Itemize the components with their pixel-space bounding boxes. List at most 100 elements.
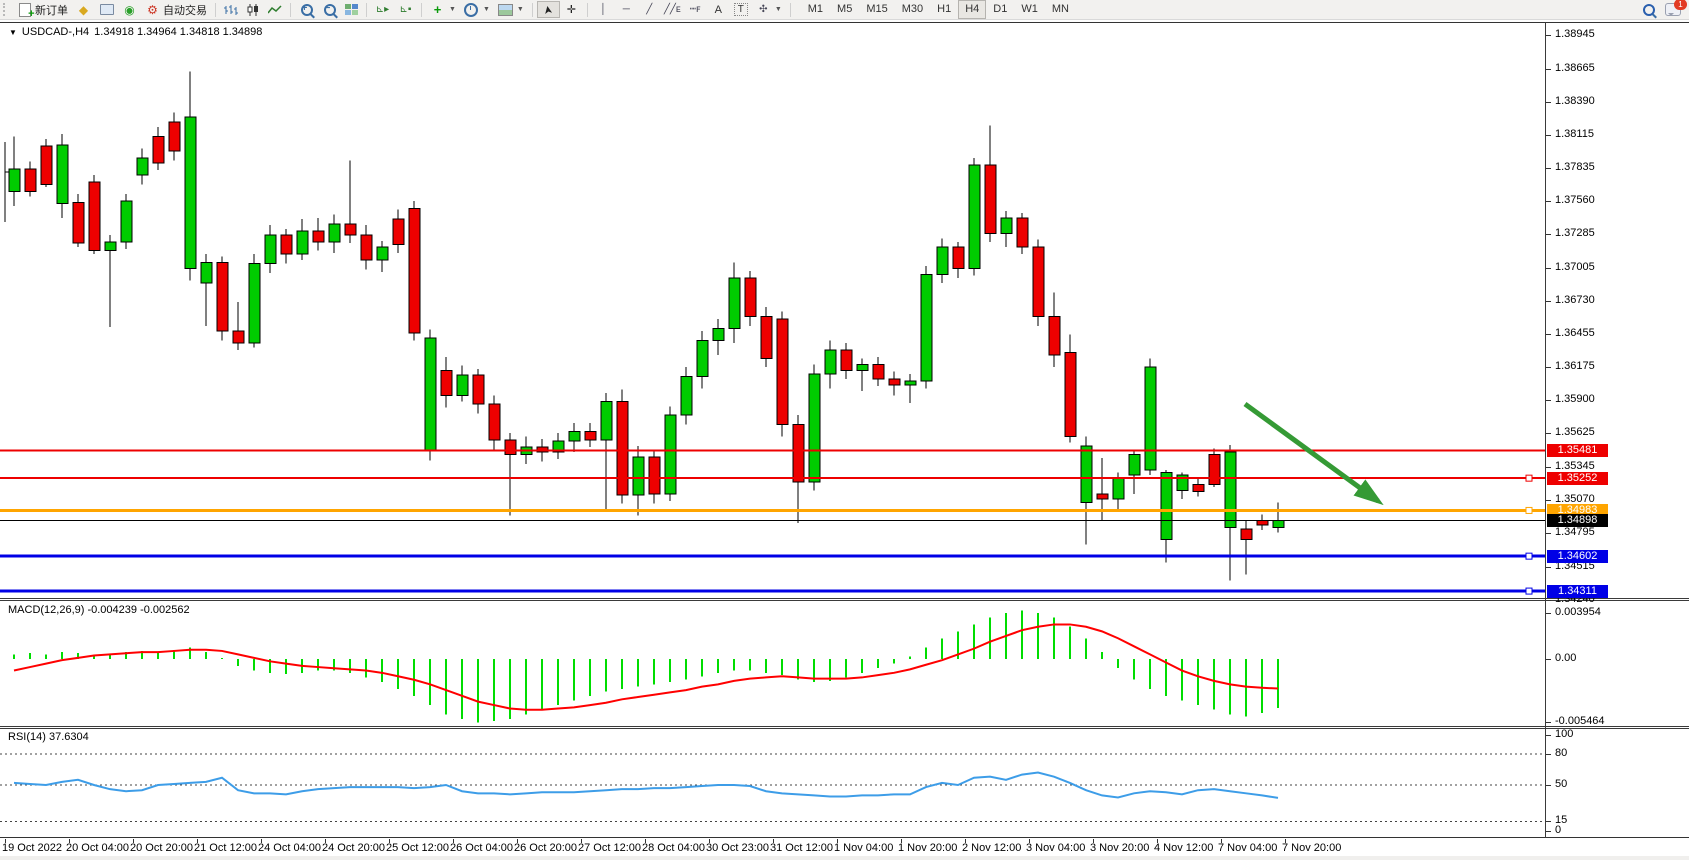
search-icon[interactable] — [1643, 3, 1655, 16]
cursor-tool-button[interactable]: ➤ — [536, 1, 560, 18]
collapse-triangle-icon[interactable]: ▼ — [9, 27, 17, 37]
auto-scroll-icon: ⊾▪ — [399, 3, 412, 15]
vertical-line-tool-button[interactable]: │ — [592, 1, 615, 18]
timeframe-M30[interactable]: M30 — [901, 3, 924, 15]
macd-pane[interactable] — [0, 601, 1545, 726]
timeframe-W1[interactable]: W1 — [1021, 3, 1038, 15]
bottom-strip — [0, 856, 1689, 860]
axis-tick — [1546, 267, 1551, 269]
style-brush-button[interactable]: ◆ — [72, 1, 95, 18]
date-tick-label: 27 Oct 12:00 — [578, 842, 641, 854]
candle-body — [808, 373, 821, 483]
candle-body — [248, 263, 261, 344]
chevron-down-icon: ▼ — [774, 6, 782, 13]
auto-trading-button[interactable]: ⚙ 自动交易 — [141, 1, 211, 18]
candle-body — [56, 144, 69, 205]
candle-body — [1048, 315, 1061, 356]
zoom-out-button[interactable]: − — [318, 1, 341, 18]
zoom-out-icon: − — [323, 3, 336, 16]
candle-body — [504, 439, 517, 455]
toolbar-separator — [586, 2, 588, 17]
timeframe-M15[interactable]: M15 — [866, 3, 888, 15]
price-tick-label: 1.36175 — [1555, 360, 1595, 373]
tile-windows-button[interactable] — [341, 1, 362, 18]
date-axis-tick — [261, 839, 262, 843]
new-order-button[interactable]: 新订单 — [13, 1, 72, 21]
candle-body — [312, 230, 325, 243]
timeframe-MN[interactable]: MN — [1051, 3, 1069, 15]
timeframe-M5[interactable]: M5 — [837, 3, 853, 15]
channel-tool-button[interactable]: ╱╱ᴇ — [661, 1, 684, 18]
candle-body — [664, 414, 677, 495]
add-indicator-button[interactable]: + ▼ — [426, 1, 460, 18]
price-tick-label: 1.35900 — [1555, 393, 1595, 406]
timeframe-toolbar: M1 M5 M15 M30 H1 H4 D1 W1 MN — [801, 0, 1076, 19]
templates-button[interactable]: ▼ — [494, 1, 528, 18]
tile-windows-icon — [345, 4, 358, 15]
price-badge-1.35481: 1.35481 — [1547, 444, 1608, 458]
price-tick-label: 1.37005 — [1555, 260, 1595, 273]
axis-tick — [1546, 201, 1551, 203]
macd-zero-label: 0.00 — [1555, 652, 1577, 664]
horizontal-line-tool-button[interactable]: ─ — [615, 1, 638, 18]
bar-chart-icon — [224, 4, 238, 15]
candle-body — [1016, 217, 1029, 248]
date-axis-tick — [5, 839, 6, 843]
terminal-button[interactable] — [95, 1, 118, 18]
terminal-icon — [99, 4, 114, 15]
chart-shift-button[interactable]: ⊾▸ — [371, 1, 394, 18]
price-axis[interactable]: 1.38945 1.38665 1.38390 1.38115 1.37835 1.375… — [1546, 0, 1689, 860]
date-axis-tick — [773, 839, 774, 843]
trend-arrow[interactable] — [1243, 401, 1384, 506]
timeframe-M1[interactable]: M1 — [807, 3, 824, 15]
label-tool-button[interactable]: T — [730, 1, 752, 18]
clock-icon — [464, 2, 479, 17]
crosshair-tool-button[interactable]: ✛ — [560, 1, 583, 18]
pane-separator[interactable] — [0, 598, 1689, 601]
fibonacci-tool-icon: ┉ꜰ — [689, 3, 701, 15]
candle-body — [920, 273, 933, 382]
candle-body — [600, 401, 613, 441]
hline-handle[interactable] — [1525, 552, 1533, 560]
candle-body — [280, 234, 293, 255]
bar-chart-button[interactable] — [220, 1, 242, 18]
candle-body — [328, 223, 341, 243]
date-axis-tick — [837, 839, 838, 843]
auto-scroll-button[interactable]: ⊾▪ — [394, 1, 417, 18]
symbol-period-label: USDCAD-,H4 — [21, 26, 90, 38]
date-axis-tick — [1029, 839, 1030, 843]
pane-separator[interactable] — [0, 726, 1689, 729]
periods-button[interactable]: ▼ — [460, 1, 494, 18]
main-chart-pane[interactable] — [0, 22, 1545, 598]
candle-body — [40, 145, 53, 185]
arrows-tool-button[interactable]: ✣ ▼ — [752, 1, 786, 18]
candlestick-chart-button[interactable] — [242, 1, 264, 18]
chevron-down-icon: ▼ — [516, 6, 524, 13]
candle-body — [1240, 528, 1253, 541]
text-tool-button[interactable]: A — [707, 1, 730, 18]
toolbar-separator — [366, 2, 367, 17]
crosshair-icon: ✛ — [566, 3, 576, 16]
price-tick-label: 1.38115 — [1555, 127, 1594, 140]
trendline-tool-button[interactable]: ╱ — [638, 1, 661, 18]
date-axis-tick — [453, 839, 454, 843]
date-axis[interactable]: 19 Oct 2022 20 Oct 04:00 20 Oct 20:00 21 Oc… — [0, 839, 1689, 856]
timeframe-H4[interactable]: H4 — [958, 0, 987, 19]
rsi-pane[interactable] — [0, 729, 1545, 837]
hline-handle[interactable] — [1525, 474, 1533, 482]
hline-handle[interactable] — [1525, 506, 1533, 514]
date-tick-label: 30 Oct 23:00 — [706, 842, 769, 854]
candle-body — [168, 121, 181, 152]
hline-handle[interactable] — [1525, 587, 1533, 595]
date-tick-label: 31 Oct 12:00 — [770, 842, 833, 854]
line-chart-button[interactable] — [264, 1, 286, 18]
candle-body — [1144, 366, 1157, 471]
axis-tick — [1546, 333, 1551, 335]
date-axis-tick — [965, 839, 966, 843]
timeframe-D1[interactable]: D1 — [993, 3, 1008, 15]
signals-button[interactable]: ◉ — [118, 1, 141, 18]
timeframe-H1[interactable]: H1 — [937, 3, 952, 15]
notification-icon[interactable]: 1 — [1665, 0, 1687, 16]
fibonacci-tool-button[interactable]: ┉ꜰ — [684, 1, 707, 18]
zoom-in-button[interactable]: + — [295, 1, 318, 18]
